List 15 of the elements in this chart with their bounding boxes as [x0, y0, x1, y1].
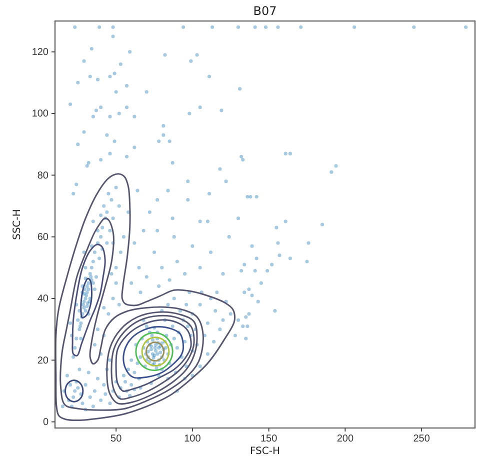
- x-axis-title: FSC-H: [250, 446, 280, 457]
- x-tick-label: 200: [336, 434, 354, 445]
- y-tick-label: 0: [42, 417, 49, 428]
- x-tick-label: 100: [184, 434, 202, 445]
- y-tick-label: 40: [37, 294, 49, 305]
- x-tick-label: 150: [260, 434, 278, 445]
- x-tick-label: 250: [413, 434, 430, 445]
- chart-title: B07: [253, 4, 277, 18]
- y-tick-label: 120: [32, 47, 49, 58]
- y-tick-label: 100: [32, 108, 49, 120]
- y-tick-label: 80: [37, 170, 49, 182]
- y-axis-title: SSC-H: [12, 209, 23, 240]
- y-tick-label: 20: [37, 355, 49, 366]
- y-tick-label: 60: [37, 232, 49, 244]
- x-tick-label: 50: [110, 434, 122, 445]
